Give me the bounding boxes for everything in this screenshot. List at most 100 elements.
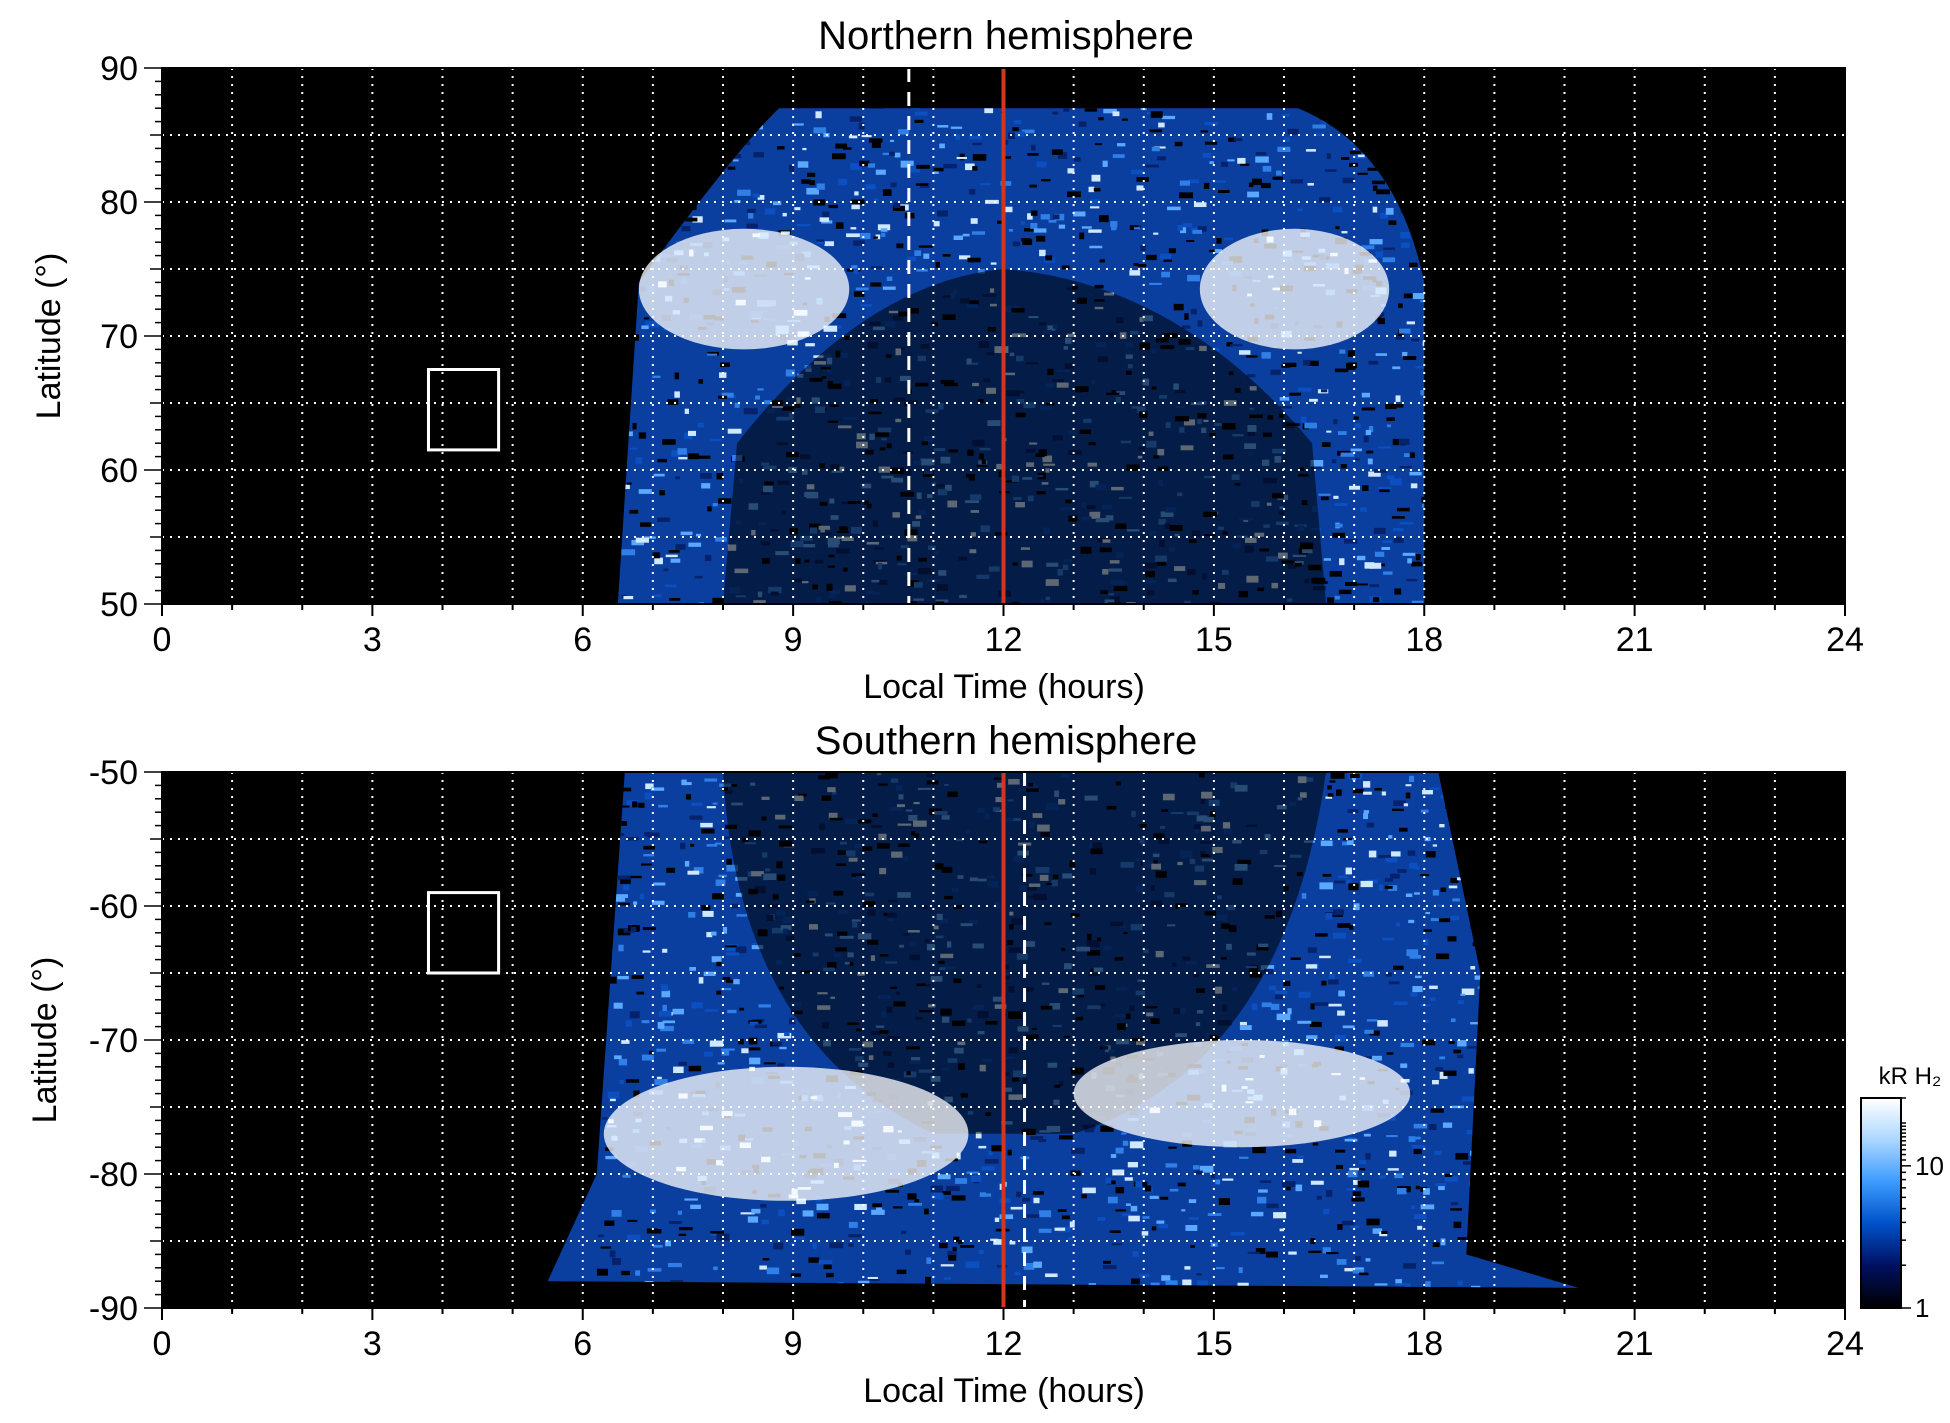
x-tick-label: 21	[1616, 621, 1654, 659]
emission-speck	[1074, 157, 1081, 162]
emission-speck	[1257, 1196, 1267, 1204]
emission-speck	[1393, 537, 1404, 543]
emission-speck	[651, 900, 665, 905]
emission-speck	[823, 325, 838, 332]
emission-speck	[685, 794, 692, 800]
emission-speck	[1348, 485, 1360, 490]
emission-speck	[716, 990, 722, 995]
emission-speck	[1319, 882, 1334, 890]
emission-speck	[910, 165, 920, 173]
emission-speck	[1129, 1141, 1144, 1149]
emission-speck	[681, 226, 691, 232]
emission-speck	[690, 843, 695, 847]
colorbar-tick-label: 1	[1915, 1293, 1929, 1323]
emission-speck	[660, 1025, 674, 1032]
emission-speck	[654, 557, 663, 565]
emission-speck	[1182, 1279, 1192, 1286]
emission-speck	[809, 180, 816, 186]
emission-speck	[1397, 869, 1407, 873]
emission-speck	[618, 944, 624, 952]
emission-speck	[661, 990, 671, 998]
emission-speck	[635, 537, 649, 543]
emission-speck	[1330, 772, 1345, 779]
emission-speck	[1359, 1272, 1369, 1276]
emission-speck	[673, 1066, 684, 1074]
emission-speck	[969, 135, 982, 140]
emission-speck	[1391, 851, 1401, 857]
emission-speck	[1283, 980, 1291, 987]
emission-speck	[749, 1057, 761, 1065]
emission-speck	[619, 1079, 624, 1084]
emission-speck	[635, 457, 643, 464]
emission-speck	[1255, 156, 1269, 163]
emission-speck	[1016, 1191, 1022, 1198]
emission-speck	[621, 1040, 630, 1044]
emission-speck	[734, 199, 741, 203]
emission-speck	[609, 1098, 616, 1102]
emission-speck	[1408, 919, 1415, 924]
emission-speck	[710, 438, 722, 442]
emission-speck	[1384, 885, 1393, 889]
emission-speck	[1009, 1241, 1016, 1245]
emission-speck	[791, 123, 804, 126]
emission-speck	[731, 903, 739, 909]
emission-speck	[670, 558, 681, 563]
emission-speck	[1369, 1030, 1380, 1036]
emission-speck	[1033, 1261, 1042, 1268]
emission-speck	[1032, 1191, 1044, 1195]
panel-south: Southern hemisphere 0 3 6 9 12 15 18 21 24 -50 -60…	[26, 719, 1864, 1410]
emission-speck	[1063, 108, 1070, 112]
emission-speck	[1165, 1163, 1178, 1168]
emission-speck	[715, 879, 726, 886]
emission-speck	[1279, 406, 1293, 409]
emission-speck	[829, 1242, 844, 1249]
emission-speck	[1379, 563, 1385, 567]
emission-speck	[685, 217, 698, 222]
emission-speck	[706, 844, 718, 847]
emission-speck	[1383, 247, 1395, 250]
emission-speck	[1068, 1237, 1073, 1241]
emission-speck	[704, 1051, 713, 1057]
emission-speck	[952, 1246, 957, 1254]
emission-speck	[978, 1145, 987, 1149]
emission-speck	[796, 1198, 807, 1205]
emission-speck	[1266, 113, 1273, 120]
emission-speck	[649, 1209, 656, 1214]
emission-speck	[1461, 988, 1475, 996]
emission-speck	[668, 1262, 682, 1268]
emission-speck	[1366, 822, 1375, 828]
emission-speck	[782, 212, 787, 217]
emission-speck	[703, 971, 716, 976]
emission-speck	[1463, 1161, 1473, 1166]
emission-speck	[1129, 270, 1141, 276]
emission-speck	[1023, 1262, 1035, 1270]
emission-speck	[1410, 483, 1418, 489]
emission-speck	[1391, 808, 1404, 812]
emission-speck	[872, 1203, 882, 1208]
emission-speck	[722, 926, 728, 934]
emission-speck	[1398, 438, 1410, 445]
emission-speck	[787, 340, 798, 346]
emission-speck	[1394, 588, 1402, 595]
emission-speck	[1406, 321, 1416, 325]
emission-speck	[1360, 507, 1367, 512]
emission-speck	[1078, 121, 1087, 127]
emission-speck	[960, 1245, 975, 1248]
emission-speck	[916, 164, 930, 169]
emission-speck	[1332, 206, 1343, 213]
emission-speck	[1400, 1042, 1415, 1048]
emission-speck	[1264, 968, 1274, 975]
emission-speck	[923, 253, 930, 259]
emission-speck	[1450, 915, 1460, 921]
emission-speck	[1338, 875, 1348, 879]
emission-speck	[1415, 554, 1421, 561]
emission-speck	[1457, 1280, 1463, 1286]
emission-speck	[1308, 360, 1319, 367]
emission-speck	[1298, 991, 1311, 998]
emission-speck	[1112, 1169, 1125, 1176]
overlay-lines	[426, 68, 1006, 604]
emission-speck	[1432, 1242, 1440, 1247]
emission-speck	[1320, 389, 1328, 393]
emission-speck	[870, 266, 883, 269]
emission-speck	[849, 116, 862, 122]
